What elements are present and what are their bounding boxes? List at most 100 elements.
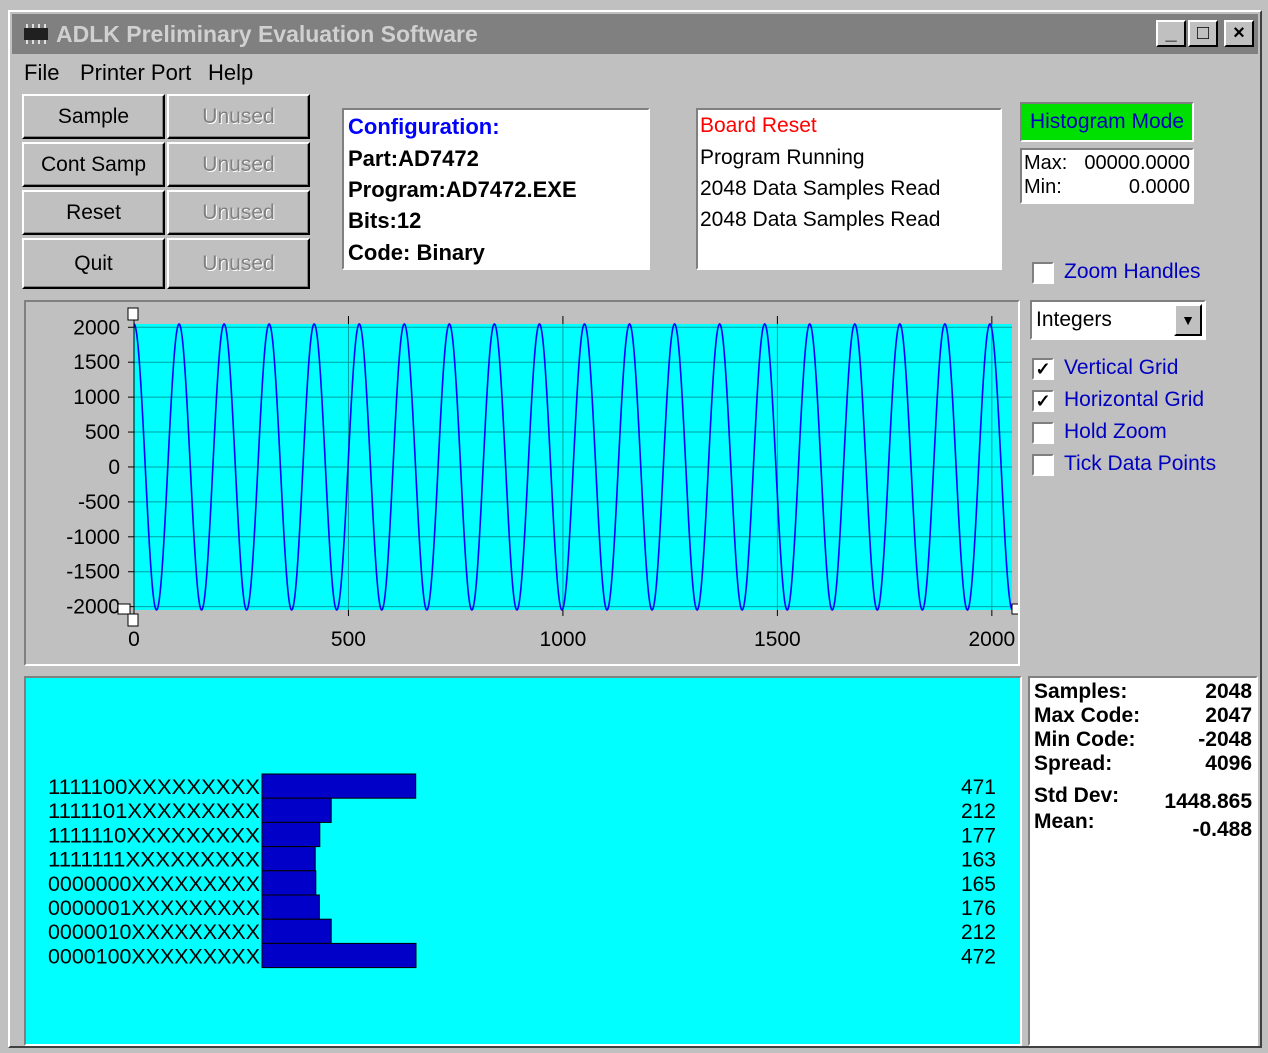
x-tick-label-1: 500 [331, 628, 366, 651]
histogram-bin-label-3: 1111111XXXXXXXXX [48, 849, 260, 872]
histogram-count-0: 471 [961, 776, 996, 799]
waveform-chart: 2000 1500 1000 500 0 -500 -1000 -1500 -2000 0 500 1… [24, 300, 1025, 666]
maximize-button[interactable]: □ [1188, 20, 1218, 47]
waveform-plot[interactable]: 2000 1500 1000 500 0 -500 -1000 -1500 -2000 0 500 1… [26, 302, 1025, 664]
stat-mean-label: Mean: [1034, 810, 1095, 833]
histogram-panel: 1111100XXXXXXXXX 471 1111101XXXXXXXXX 212 11… [24, 676, 1022, 1046]
histogram-bar-0 [261, 773, 417, 799]
menu-help[interactable]: Help [208, 60, 254, 85]
y-tick-label-8: -2000 [66, 596, 120, 619]
histogram-bar-4 [261, 870, 317, 896]
unused-button-3[interactable]: Unused [167, 190, 310, 235]
reset-button[interactable]: Reset [22, 190, 165, 235]
stat-spread-value: 4096 [1205, 752, 1252, 775]
menu-printer-port[interactable]: Printer Port [80, 60, 192, 85]
histogram-bar-2 [261, 821, 321, 848]
histogram-bin-label-2: 1111110XXXXXXXXX [48, 824, 260, 847]
close-button[interactable]: × [1224, 20, 1254, 47]
config-part: Part:AD7472 [348, 146, 479, 171]
y-tick-label-1: 1500 [73, 351, 120, 374]
tick-data-points-checkbox[interactable] [1032, 454, 1054, 476]
stat-max-code-value: 2047 [1205, 704, 1252, 727]
histogram-bar-7 [261, 942, 417, 969]
max-label: Max: [1024, 152, 1068, 174]
stat-samples-label: Samples: [1034, 680, 1128, 703]
unused-button-2[interactable]: Unused [167, 142, 310, 187]
stat-max-code-label: Max Code: [1034, 704, 1141, 727]
status-program-running: Program Running [700, 146, 865, 169]
dropdown-arrow-icon[interactable]: ▼ [1174, 304, 1202, 336]
config-code: Code: Binary [348, 240, 485, 265]
histogram-bin-label-1: 1111101XXXXXXXXX [48, 800, 260, 823]
stat-spread: Spread: 4096 [1034, 752, 1252, 776]
tick-data-points-label[interactable]: Tick Data Points [1064, 452, 1217, 475]
histogram-count-3: 163 [961, 849, 996, 872]
histogram-count-2: 177 [961, 824, 996, 847]
zoom-handles-checkbox[interactable] [1032, 262, 1054, 284]
config-program: Program:AD7472.EXE [348, 177, 577, 202]
stat-std-dev-value: 1448.865 [1164, 790, 1252, 813]
stat-max-code: Max Code: 2047 [1034, 704, 1252, 728]
zoom-handles-label[interactable]: Zoom Handles [1064, 260, 1201, 283]
unused-button-1[interactable]: Unused [167, 94, 310, 139]
max-min-display: Max: 00000.0000 Min: 0.0000 [1020, 148, 1194, 204]
histogram-bin-label-7: 0000100XXXXXXXXX [48, 945, 260, 968]
title-bar[interactable]: ADLK Preliminary Evaluation Software _ □… [12, 14, 1258, 54]
stat-min-code-label: Min Code: [1034, 728, 1136, 751]
y-tick-label-6: -1000 [66, 526, 120, 549]
hold-zoom-label[interactable]: Hold Zoom [1064, 420, 1167, 443]
histogram-bar-6 [261, 918, 332, 944]
quit-button[interactable]: Quit [22, 238, 165, 289]
histogram-mode-indicator[interactable]: Histogram Mode [1020, 102, 1194, 142]
min-row: Min: 0.0000 [1024, 176, 1190, 199]
y-tick-label-5: -500 [78, 491, 120, 514]
statistics-panel: Samples: 2048 Max Code: 2047 Min Code: -204… [1028, 676, 1258, 1046]
zoom-handle-left [117, 603, 131, 615]
close-icon: × [1233, 22, 1245, 44]
x-tick-label-2: 1000 [540, 628, 587, 651]
status-samples-read-2: 2048 Data Samples Read [700, 208, 941, 231]
y-tick-label-7: -1500 [66, 561, 120, 584]
window-title: ADLK Preliminary Evaluation Software [56, 21, 478, 47]
histogram-count-6: 212 [961, 921, 996, 944]
waveform-trace [133, 323, 1013, 611]
stat-spread-label: Spread: [1034, 752, 1113, 775]
histogram-bin-label-6: 0000010XXXXXXXXX [48, 921, 260, 944]
stat-mean: Mean: -0.488 [1034, 810, 1252, 841]
stat-std-dev: Std Dev: 1448.865 [1034, 784, 1252, 813]
histogram-bin-label-0: 1111100XXXXXXXXX [48, 776, 260, 799]
menu-file[interactable]: File [24, 60, 60, 85]
stat-std-dev-label: Std Dev: [1034, 784, 1120, 807]
min-value: 0.0000 [1128, 176, 1190, 198]
hold-zoom-checkbox[interactable] [1032, 422, 1054, 444]
stat-mean-value: -0.488 [1192, 818, 1252, 841]
histogram-count-1: 212 [961, 800, 996, 823]
chip-app-icon [24, 24, 48, 44]
zoom-handle-right [1011, 603, 1025, 615]
status-samples-read-1: 2048 Data Samples Read [700, 177, 941, 200]
histogram-bin-label-5: 0000001XXXXXXXXX [48, 897, 260, 920]
max-value: 00000.0000 [1084, 152, 1190, 174]
horizontal-grid-checkbox[interactable]: ✓ [1032, 390, 1054, 412]
stat-min-code: Min Code: -2048 [1034, 728, 1252, 752]
configuration-heading: Configuration: [348, 114, 500, 139]
vertical-grid-label[interactable]: Vertical Grid [1064, 356, 1179, 379]
histogram-count-7: 472 [961, 945, 996, 968]
main-window: ADLK Preliminary Evaluation Software _ □… [8, 10, 1262, 1048]
y-tick-label-3: 500 [85, 421, 120, 444]
unused-button-4[interactable]: Unused [167, 238, 310, 289]
status-panel: Board Reset Program Running 2048 Data Sa… [696, 108, 1002, 270]
vertical-grid-checkbox[interactable]: ✓ [1032, 358, 1054, 380]
histogram-count-4: 165 [961, 873, 996, 896]
sample-button[interactable]: Sample [22, 94, 165, 139]
histogram-bin-label-4: 0000000XXXXXXXXX [48, 873, 260, 896]
y-tick-label-0: 2000 [73, 316, 120, 339]
cont-samp-button[interactable]: Cont Samp [22, 142, 165, 187]
histogram-bar-5 [261, 894, 320, 920]
x-tick-label-0: 0 [128, 628, 140, 651]
zoom-handle-top [127, 307, 139, 321]
y-tick-label-4: 0 [108, 456, 120, 479]
format-select[interactable]: Integers ▼ [1030, 300, 1206, 340]
minimize-button[interactable]: _ [1156, 20, 1186, 47]
horizontal-grid-label[interactable]: Horizontal Grid [1064, 388, 1205, 411]
